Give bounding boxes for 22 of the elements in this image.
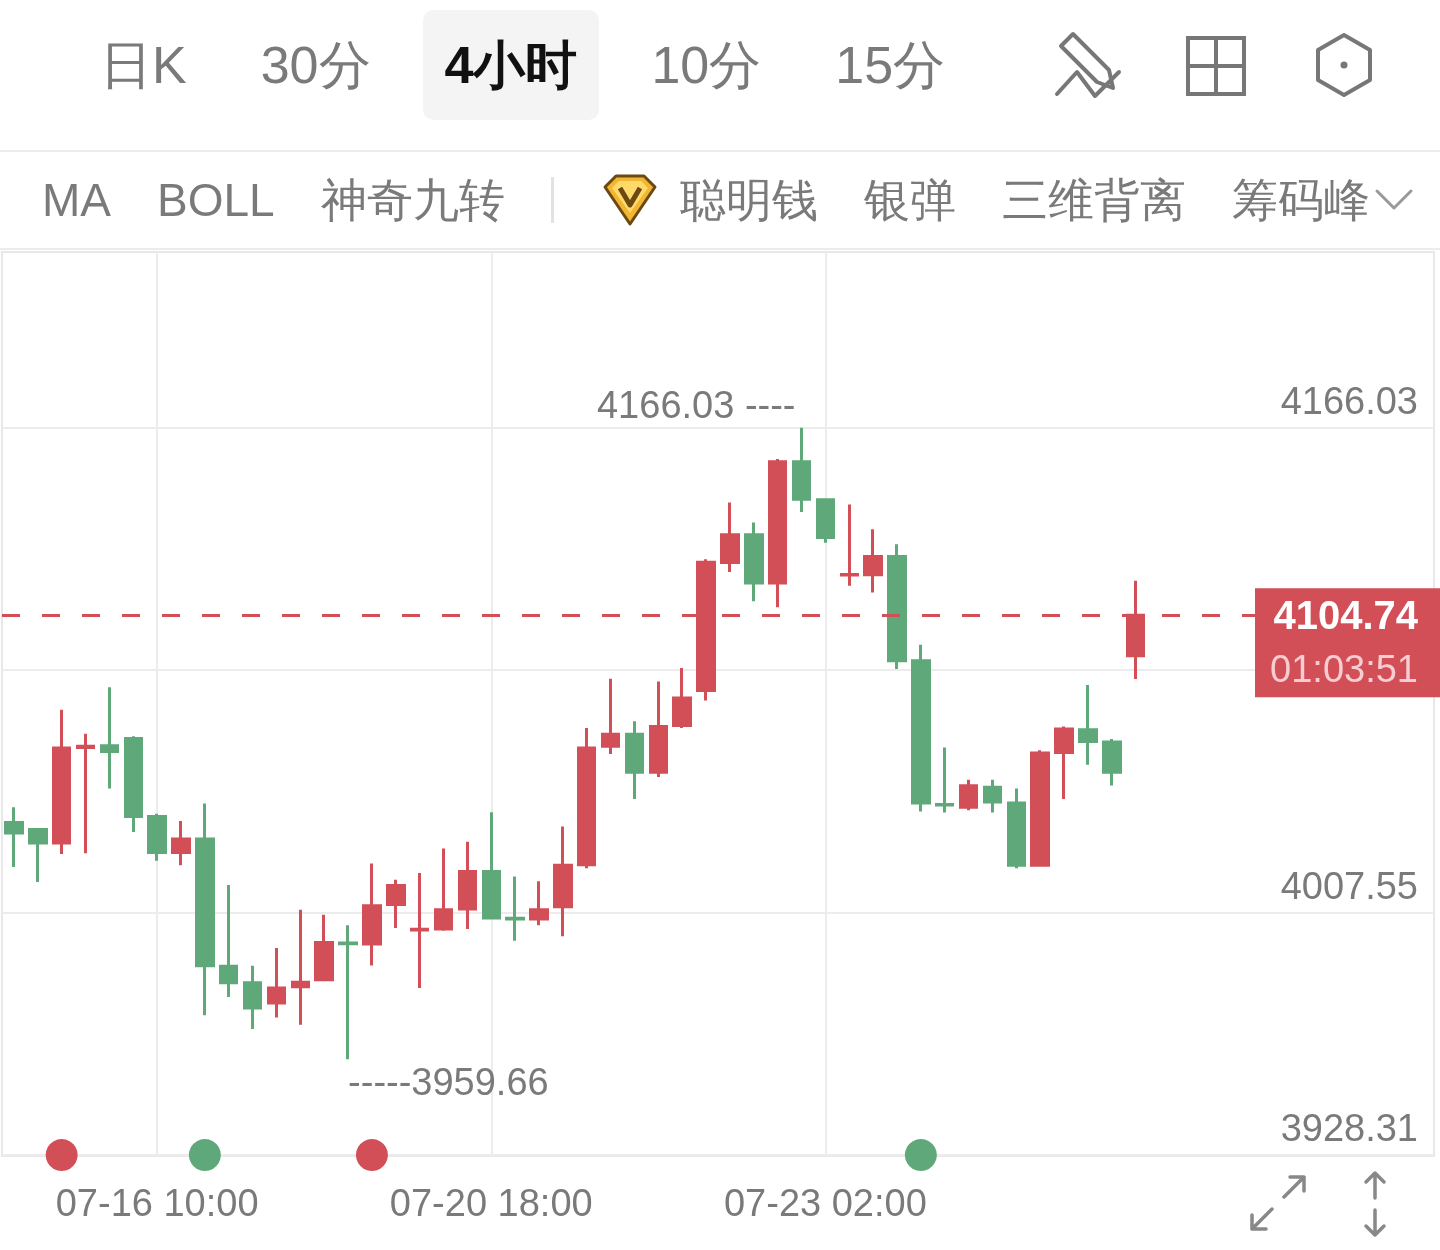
text: 10分 [650,35,763,96]
text: 01:03:51 [1270,648,1418,691]
text: 4小时 [422,10,600,120]
x-tick-label: 07-20 18:00 [389,1182,593,1224]
text: 30分 [259,35,372,96]
text: BOLL [157,173,275,228]
text: 三维背离 [1001,173,1186,228]
text: 聪明钱 [679,173,818,228]
annotation: 4166.03 ---- [596,383,796,426]
text: 日K [99,35,188,96]
x-tick-label: 07-23 02:00 [723,1182,927,1224]
y-tick-label: 4166.03 [1280,379,1418,422]
text: MA [42,173,111,228]
x-tick-label: 07-16 10:00 [55,1182,259,1224]
annotation: -----3959.66 [348,1061,549,1104]
y-tick-label: 4007.55 [1280,864,1418,907]
text: 神奇九转 [320,173,505,228]
text: 筹码峰 [1231,173,1370,228]
text: 15分 [834,35,947,96]
ref-line-label: 4104.74 [1273,593,1419,638]
text: 银弹 [863,173,956,228]
y-tick-label: 3928.31 [1280,1107,1418,1150]
